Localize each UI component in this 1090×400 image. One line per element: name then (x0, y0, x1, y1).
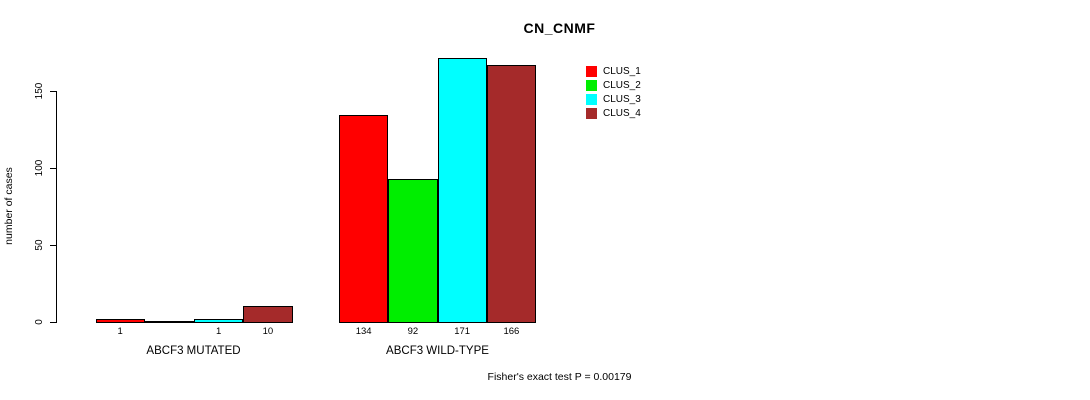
y-tick-mark-100 (50, 167, 57, 169)
legend-label-clus-4: CLUS_4 (603, 107, 641, 119)
legend-label-clus-2: CLUS_2 (603, 79, 641, 91)
bar-value-label: 1 (215, 326, 222, 337)
fisher-test-annotation: Fisher's exact test P = 0.00179 (487, 371, 632, 383)
bar-clus_4-group2 (486, 65, 536, 323)
bar-value-label: 166 (503, 326, 520, 337)
bar-clus_3-group1 (194, 319, 244, 323)
legend-swatch-clus-3-icon (586, 93, 597, 105)
y-axis-line (56, 91, 58, 322)
y-tick-label-100: 100 (34, 159, 45, 177)
legend: CLUS_1 CLUS_2 CLUS_3 CLUS_4 (586, 64, 641, 120)
legend-swatch-clus-1-icon (586, 65, 597, 77)
y-tick-mark-0 (50, 321, 57, 323)
x-group-label-wild-type: ABCF3 WILD-TYPE (386, 345, 489, 357)
y-tick-mark-150 (50, 90, 57, 92)
bar-clus_2-group2 (388, 179, 438, 323)
chart-title: CN_CNMF (523, 20, 596, 36)
legend-item-clus-3: CLUS_3 (586, 92, 641, 106)
legend-item-clus-2: CLUS_2 (586, 78, 641, 92)
bar-clus_3-group2 (437, 57, 487, 323)
legend-item-clus-4: CLUS_4 (586, 106, 641, 120)
y-tick-label-150: 150 (34, 82, 45, 100)
bar-clus_1-group1 (95, 319, 145, 323)
bar-value-label: 171 (454, 326, 471, 337)
bar-value-label: 1 (117, 326, 123, 337)
legend-label-clus-3: CLUS_3 (603, 93, 641, 105)
legend-item-clus-1: CLUS_1 (586, 64, 641, 78)
x-group-label-mutated: ABCF3 MUTATED (146, 345, 241, 357)
y-tick-label-0: 0 (34, 319, 45, 325)
bar-value-label: 92 (407, 326, 419, 337)
bar-value-label: 10 (262, 326, 274, 337)
bar-clus_2-group1 (144, 321, 194, 323)
legend-swatch-clus-4-icon (586, 107, 597, 119)
y-tick-mark-50 (50, 244, 57, 246)
legend-swatch-clus-2-icon (586, 79, 597, 91)
legend-label-clus-1: CLUS_1 (603, 65, 641, 77)
bar-value-label: 134 (355, 326, 372, 337)
bar-clus_1-group2 (339, 114, 389, 323)
bar-clus_4-group1 (243, 305, 293, 323)
y-tick-label-50: 50 (34, 239, 45, 251)
